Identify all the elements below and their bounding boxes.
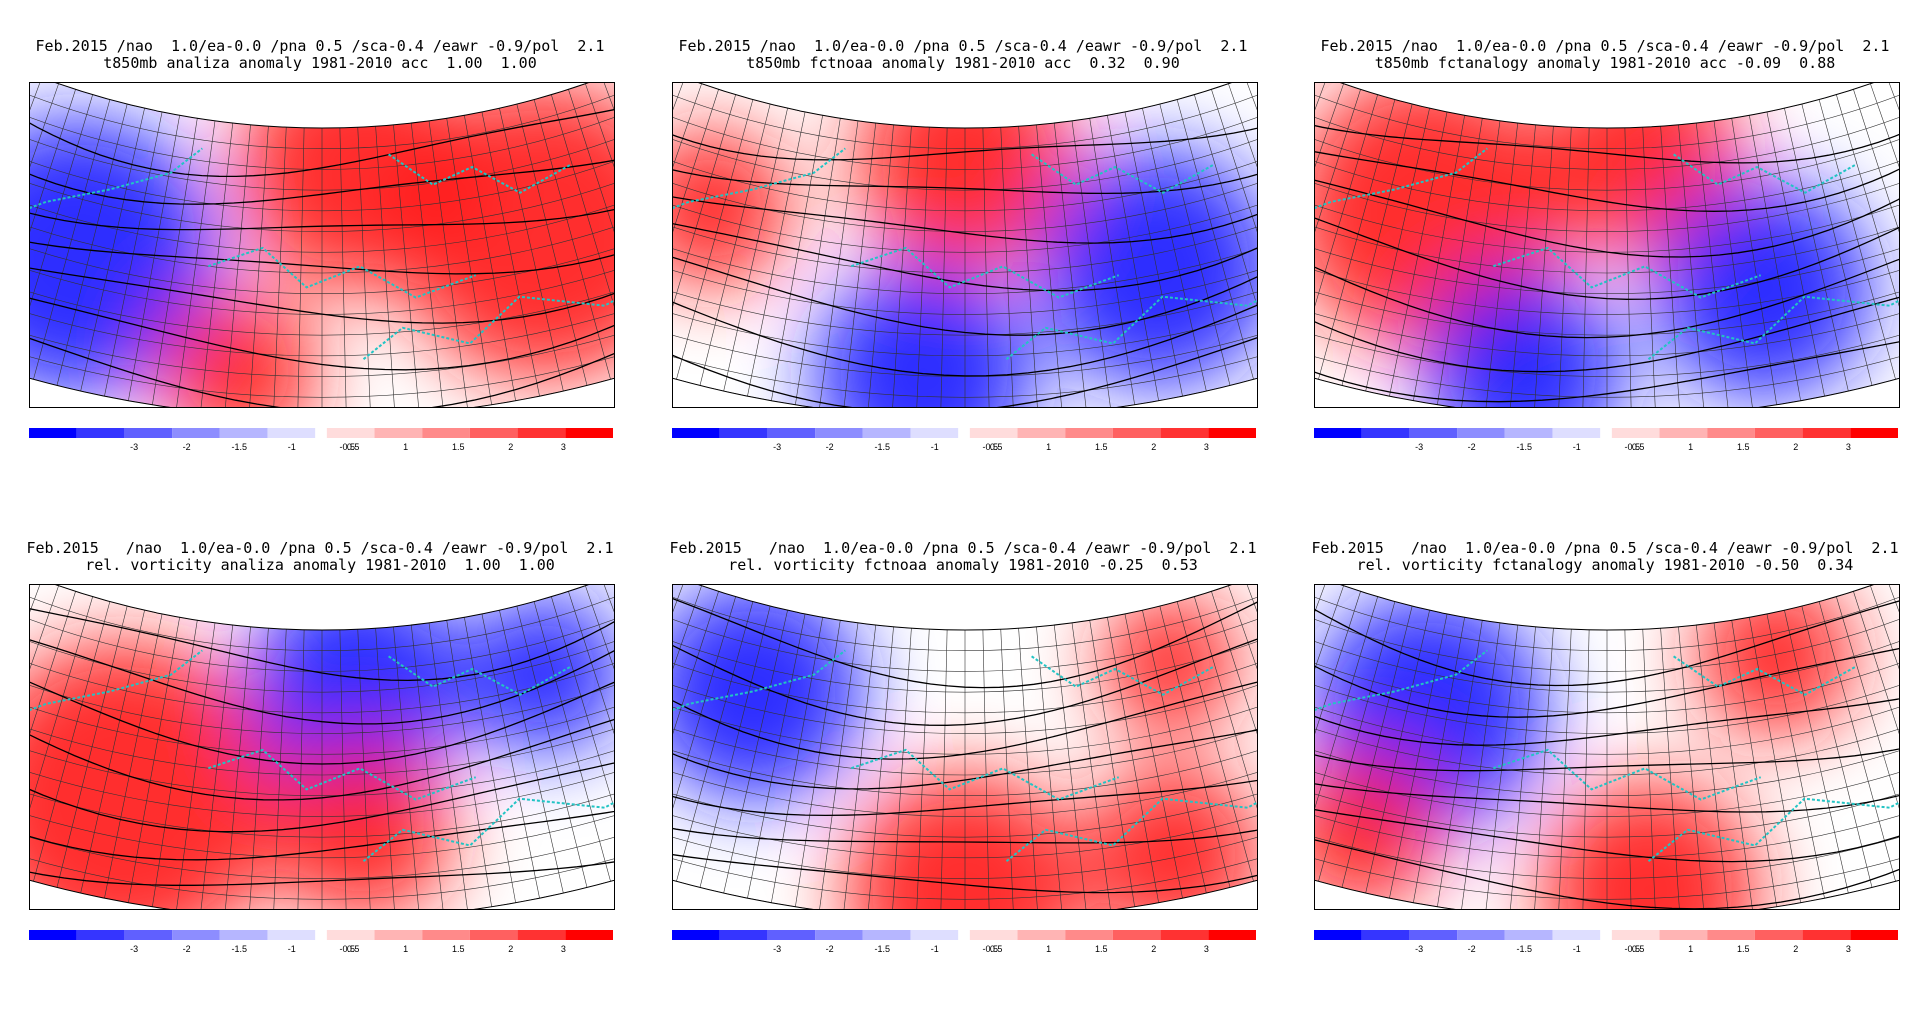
- colorbar-label: -1: [1572, 442, 1581, 452]
- colorbar-label: -0.5: [982, 944, 999, 954]
- colorbar-label: 1.5: [451, 944, 465, 954]
- colorbar-label: 3: [560, 442, 566, 452]
- map-plot: [672, 82, 1258, 408]
- colorbar-label: 2: [508, 944, 514, 954]
- panel-title-line2: t850mb fctanalogy anomaly 1981-2010 acc …: [1374, 54, 1836, 72]
- map-plot: [29, 82, 615, 408]
- colorbar-label: 0.5: [1631, 944, 1645, 954]
- colorbar-label: -0.5: [982, 442, 999, 452]
- colorbar-label: 3: [1845, 944, 1851, 954]
- colorbar-label: -2: [825, 944, 834, 954]
- colorbar-label: 3: [560, 944, 566, 954]
- map-plot: [1314, 584, 1900, 910]
- colorbar-label: -1: [930, 442, 939, 452]
- colorbar-label: -1: [287, 442, 296, 452]
- map-panel-vorticity-fctanalogy: Feb.2015 /nao 1.0/ea-0.0 /pna 0.5 /sca-0…: [1310, 540, 1900, 1010]
- colorbar-label: -0.5: [339, 944, 356, 954]
- colorbar-label: 1.5: [1094, 944, 1108, 954]
- colorbar-label: -1.5: [874, 944, 890, 954]
- map-panel-vorticity-fctnoaa: Feb.2015 /nao 1.0/ea-0.0 /pna 0.5 /sca-0…: [668, 540, 1258, 1010]
- colorbar: -3 -2 -1.5 -1 -0.5 0.5 1 1.5 2 3: [29, 428, 613, 458]
- colorbar: -3 -2 -1.5 -1 -0.5 0.5 1 1.5 2 3: [672, 428, 1256, 458]
- colorbar-label: -1.5: [1516, 944, 1532, 954]
- map-panel-vorticity-analiza: Feb.2015 /nao 1.0/ea-0.0 /pna 0.5 /sca-0…: [25, 540, 615, 1010]
- colorbar-label: -3: [130, 442, 139, 452]
- colorbar-label: 2: [1793, 442, 1799, 452]
- colorbar-label: 1: [1046, 944, 1052, 954]
- colorbar-label: 1.5: [1736, 442, 1750, 452]
- colorbar-label: -0.5: [1624, 442, 1641, 452]
- colorbar-label: -0.5: [339, 442, 356, 452]
- colorbar-label: -1.5: [1516, 442, 1532, 452]
- colorbar-label: 2: [508, 442, 514, 452]
- colorbar-label: 1: [403, 944, 409, 954]
- colorbar-label: -2: [825, 442, 834, 452]
- panel-title-line1: Feb.2015 /nao 1.0/ea-0.0 /pna 0.5 /sca-0…: [26, 539, 614, 557]
- colorbar-label: -1.5: [874, 442, 890, 452]
- colorbar-label: -2: [182, 944, 191, 954]
- colorbar-label: 1: [1688, 442, 1694, 452]
- colorbar-label: 3: [1845, 442, 1851, 452]
- colorbar-label: -1: [1572, 944, 1581, 954]
- colorbar-label: 0.5: [989, 944, 1003, 954]
- map-panel-t850-fctnoaa: Feb.2015 /nao 1.0/ea-0.0 /pna 0.5 /sca-0…: [668, 38, 1258, 508]
- colorbar-label: 2: [1151, 442, 1157, 452]
- map-plot: [672, 584, 1258, 910]
- colorbar-label: 2: [1151, 944, 1157, 954]
- colorbar-label: -3: [773, 442, 782, 452]
- map-plot: [1314, 82, 1900, 408]
- panel-title-line2: rel. vorticity analiza anomaly 1981-2010…: [85, 556, 555, 574]
- colorbar: -3 -2 -1.5 -1 -0.5 0.5 1 1.5 2 3: [672, 930, 1256, 960]
- colorbar-label: -3: [773, 944, 782, 954]
- colorbar: -3 -2 -1.5 -1 -0.5 0.5 1 1.5 2 3: [1314, 930, 1898, 960]
- map-plot: [29, 584, 615, 910]
- panel-title-line2: t850mb analiza anomaly 1981-2010 acc 1.0…: [103, 54, 537, 72]
- map-panel-t850-fctanalogy: Feb.2015 /nao 1.0/ea-0.0 /pna 0.5 /sca-0…: [1310, 38, 1900, 508]
- colorbar-label: 1.5: [451, 442, 465, 452]
- colorbar-label: 3: [1203, 442, 1209, 452]
- colorbar: -3 -2 -1.5 -1 -0.5 0.5 1 1.5 2 3: [1314, 428, 1898, 458]
- panel-title-line1: Feb.2015 /nao 1.0/ea-0.0 /pna 0.5 /sca-0…: [678, 37, 1248, 55]
- panel-title-line1: Feb.2015 /nao 1.0/ea-0.0 /pna 0.5 /sca-0…: [669, 539, 1257, 557]
- panel-title-line2: rel. vorticity fctanalogy anomaly 1981-2…: [1356, 556, 1854, 574]
- colorbar-label: -1: [930, 944, 939, 954]
- map-panel-t850-analiza: Feb.2015 /nao 1.0/ea-0.0 /pna 0.5 /sca-0…: [25, 38, 615, 508]
- colorbar-label: 1: [403, 442, 409, 452]
- colorbar-label: 1.5: [1736, 944, 1750, 954]
- colorbar-label: 1: [1688, 944, 1694, 954]
- colorbar-label: 3: [1203, 944, 1209, 954]
- colorbar-label: -2: [182, 442, 191, 452]
- colorbar-label: -1.5: [231, 944, 247, 954]
- colorbar-label: 0.5: [989, 442, 1003, 452]
- panel-title-line1: Feb.2015 /nao 1.0/ea-0.0 /pna 0.5 /sca-0…: [1320, 37, 1890, 55]
- colorbar-label: -2: [1467, 944, 1476, 954]
- colorbar-label: 0.5: [1631, 442, 1645, 452]
- panel-title-line1: Feb.2015 /nao 1.0/ea-0.0 /pna 0.5 /sca-0…: [1311, 539, 1899, 557]
- colorbar-label: -3: [130, 944, 139, 954]
- colorbar-label: -1: [287, 944, 296, 954]
- panel-title-line1: Feb.2015 /nao 1.0/ea-0.0 /pna 0.5 /sca-0…: [35, 37, 605, 55]
- panel-title-line2: rel. vorticity fctnoaa anomaly 1981-2010…: [728, 556, 1198, 574]
- colorbar-label: -3: [1415, 442, 1424, 452]
- panel-title-line2: t850mb fctnoaa anomaly 1981-2010 acc 0.3…: [746, 54, 1180, 72]
- colorbar-label: 2: [1793, 944, 1799, 954]
- colorbar-label: -3: [1415, 944, 1424, 954]
- colorbar-label: -1.5: [231, 442, 247, 452]
- colorbar-label: 0.5: [346, 944, 360, 954]
- colorbar-label: 0.5: [346, 442, 360, 452]
- colorbar-label: 1: [1046, 442, 1052, 452]
- colorbar: -3 -2 -1.5 -1 -0.5 0.5 1 1.5 2 3: [29, 930, 613, 960]
- colorbar-label: -0.5: [1624, 944, 1641, 954]
- colorbar-label: -2: [1467, 442, 1476, 452]
- colorbar-label: 1.5: [1094, 442, 1108, 452]
